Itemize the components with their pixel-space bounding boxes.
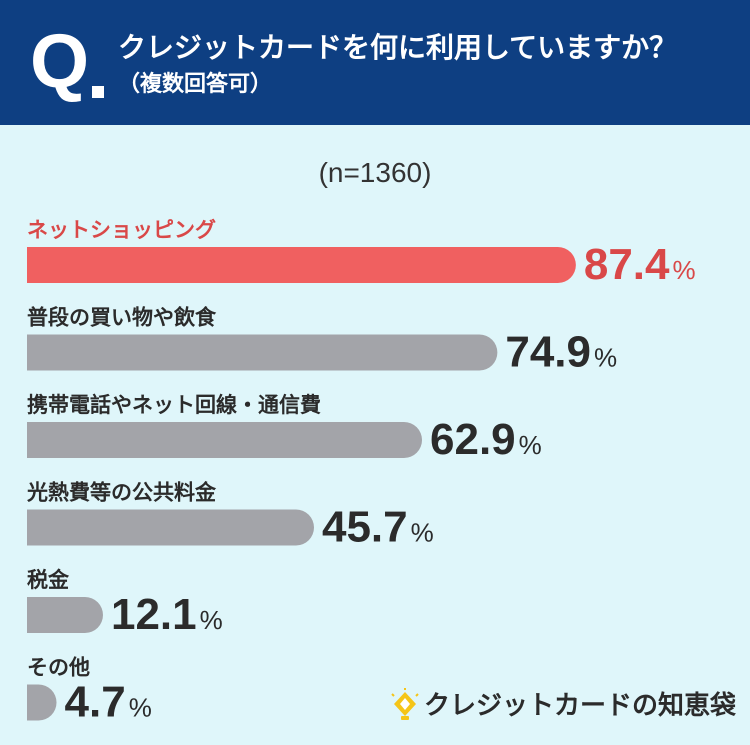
bar [27, 247, 576, 283]
category-label: 税金 [27, 568, 70, 592]
data-label: 87.4% [584, 240, 696, 289]
category-label: 携帯電話やネット回線・通信費 [27, 393, 321, 417]
q-mark: Q [30, 19, 90, 104]
bar [27, 684, 57, 721]
question-header: Q クレジットカードを何に利用していますか？ （複数回答可） [0, 0, 750, 125]
bar [27, 597, 103, 633]
category-label: 普段の買い物や飲食 [27, 306, 217, 330]
data-label: 62.9% [430, 415, 542, 464]
bar [27, 509, 314, 546]
lightbulb-icon [391, 688, 419, 720]
data-label: 45.7% [322, 503, 434, 552]
category-label: 光熱費等の公共料金 [26, 481, 217, 505]
q-dot [92, 86, 104, 98]
data-label: 12.1% [111, 590, 223, 639]
category-label: ネットショッピング [27, 218, 216, 242]
sample-size: (n=1360) [318, 157, 432, 188]
data-label: 4.7% [65, 678, 152, 727]
question-note: （複数回答可） [118, 72, 273, 97]
bar [27, 334, 498, 371]
category-label: その他 [27, 656, 90, 680]
brand-name: クレジットカードの知恵袋 [424, 691, 737, 721]
data-label: 74.9% [505, 328, 617, 377]
question-text: クレジットカードを何に利用していますか？ [118, 31, 678, 64]
brand-logo: クレジットカードの知恵袋 [390, 688, 736, 724]
bar [27, 422, 423, 458]
